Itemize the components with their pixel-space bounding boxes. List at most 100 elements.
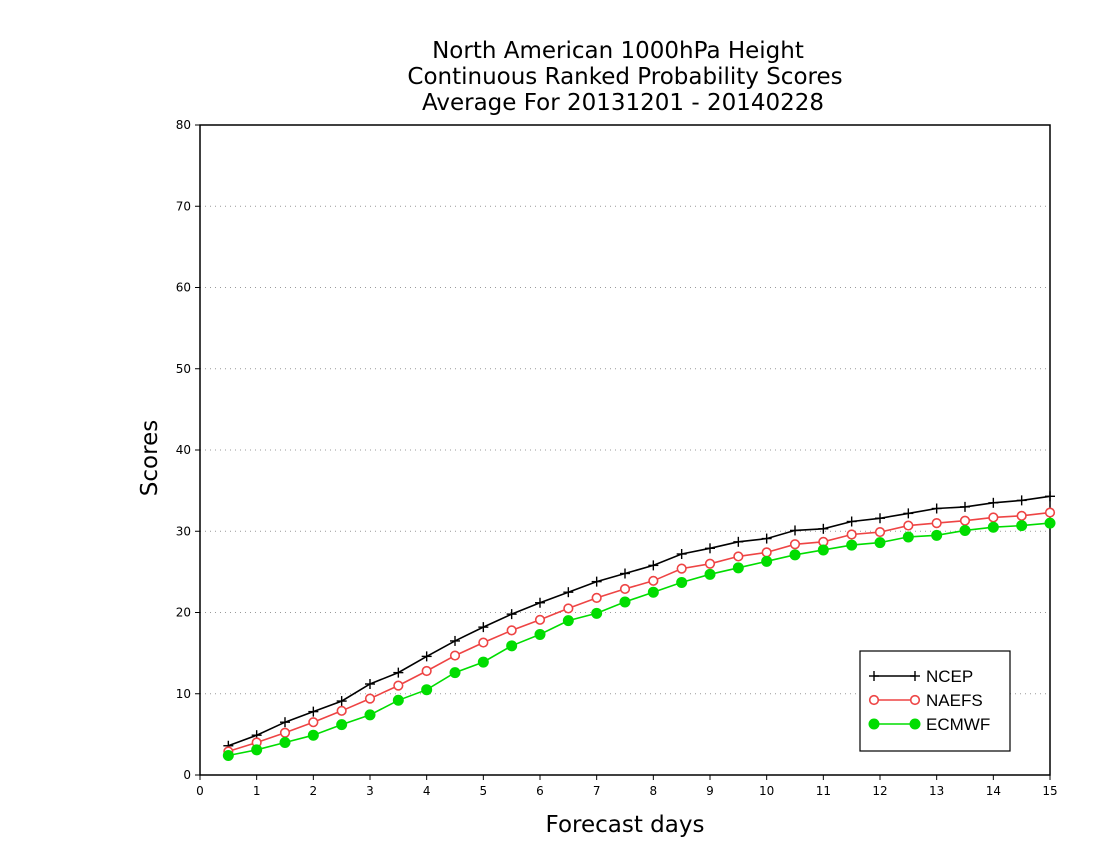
data-point-ecmwf	[506, 640, 518, 652]
legend-marker-ecmwf	[868, 718, 880, 730]
data-point-ecmwf	[251, 744, 263, 756]
y-axis-label: Scores	[137, 420, 163, 496]
legend-marker-naefs	[909, 694, 921, 706]
legend-label-ncep: NCEP	[926, 667, 973, 686]
x-tick-label: 11	[816, 784, 831, 798]
chart-title-line-3: Average For 20131201 - 20140228	[422, 90, 824, 116]
gridlines	[200, 205, 1050, 695]
data-point-ncep	[818, 523, 829, 534]
data-point-naefs	[449, 650, 461, 661]
data-point-ncep	[960, 501, 970, 512]
data-point-ncep	[676, 549, 687, 559]
data-point-ncep	[421, 651, 432, 662]
data-point-ecmwf	[676, 576, 688, 588]
x-tick-label: 12	[872, 784, 887, 798]
data-point-ncep	[620, 568, 630, 579]
data-point-ecmwf	[987, 521, 999, 533]
legend-label-ecmwf: ECMWF	[926, 715, 990, 734]
data-point-ecmwf	[931, 529, 943, 541]
data-point-ncep	[931, 503, 942, 514]
data-point-naefs	[1044, 507, 1056, 518]
x-axis-label: Forecast days	[546, 812, 705, 838]
data-point-ecmwf	[902, 531, 914, 543]
data-point-naefs	[733, 551, 744, 562]
legend-marker-ncep	[869, 671, 879, 681]
x-tick-label: 2	[310, 784, 318, 798]
data-point-ncep	[478, 622, 489, 633]
data-point-naefs	[789, 539, 801, 550]
legend-items: NCEP NAEFS ECMWF	[868, 667, 990, 734]
data-point-ecmwf	[336, 719, 348, 731]
legend-marker-naefs	[868, 694, 880, 706]
data-point-ncep	[761, 533, 772, 544]
data-point-ecmwf	[959, 524, 971, 536]
y-tick-label: 60	[176, 281, 191, 295]
data-point-naefs	[874, 526, 886, 538]
data-point-naefs	[393, 680, 404, 691]
data-point-naefs	[761, 547, 772, 558]
legend-marker-ecmwf	[909, 718, 921, 730]
legend-label-naefs: NAEFS	[926, 691, 983, 710]
data-point-ncep	[705, 543, 715, 554]
data-point-ecmwf	[477, 656, 489, 668]
data-point-ecmwf	[279, 737, 291, 748]
x-tick-label: 8	[650, 784, 658, 798]
data-point-ecmwf	[817, 544, 829, 556]
y-tick-label: 10	[176, 687, 191, 701]
data-point-ecmwf	[222, 750, 234, 761]
data-point-ecmwf	[392, 694, 404, 706]
y-tick-label: 30	[176, 524, 191, 538]
data-point-naefs	[478, 637, 489, 648]
data-point-ecmwf	[874, 537, 886, 549]
y-tick-label: 0	[183, 768, 191, 782]
chart-title-line-2: Continuous Ranked Probability Scores	[407, 64, 842, 90]
data-point-ecmwf	[761, 555, 773, 567]
data-point-naefs	[308, 717, 319, 728]
data-point-naefs	[421, 665, 432, 677]
data-point-ecmwf	[591, 607, 603, 619]
series-ecmwf	[222, 517, 1056, 761]
legend-item-ncep: NCEP	[869, 667, 973, 686]
data-point-naefs	[591, 592, 602, 603]
data-point-naefs	[704, 558, 716, 569]
chart-title-line-1: North American 1000hPa Height	[432, 38, 804, 64]
legend-marker-ncep	[910, 671, 920, 681]
data-point-ecmwf	[846, 539, 858, 551]
data-point-ncep	[1045, 491, 1055, 502]
y-tick-label: 70	[176, 199, 191, 213]
data-point-ecmwf	[449, 667, 461, 679]
data-point-ecmwf	[307, 729, 319, 741]
data-point-naefs	[988, 512, 999, 523]
data-point-ncep	[875, 513, 885, 524]
data-point-ncep	[308, 706, 319, 717]
data-point-ncep	[648, 560, 659, 571]
data-point-ncep	[535, 597, 545, 608]
y-tick-label: 20	[176, 606, 191, 620]
chart-title: North American 1000hPa Height Continuous…	[407, 38, 842, 116]
data-point-ncep	[988, 497, 999, 508]
data-point-naefs	[959, 515, 971, 526]
y-tick-label: 50	[176, 362, 191, 376]
data-point-naefs	[676, 563, 687, 574]
data-point-ncep	[365, 679, 375, 689]
y-tick-label: 80	[176, 118, 191, 132]
data-point-ecmwf	[421, 684, 433, 696]
data-point-ncep	[506, 609, 517, 620]
data-point-naefs	[1016, 510, 1027, 521]
legend-box	[859, 650, 1011, 752]
data-point-ncep	[1016, 495, 1027, 506]
data-point-ecmwf	[1044, 517, 1056, 529]
legend-item-ecmwf: ECMWF	[868, 715, 990, 734]
data-point-ncep	[733, 536, 744, 547]
x-tick-label: 0	[196, 784, 204, 798]
data-point-ncep	[846, 516, 857, 527]
data-point-naefs	[648, 575, 659, 586]
legend: NCEP NAEFS ECMWF	[859, 650, 1011, 752]
series-line-ncep	[228, 495, 1051, 747]
data-point-naefs	[336, 705, 347, 716]
data-point-ecmwf	[562, 615, 574, 627]
legend-item-naefs: NAEFS	[868, 691, 983, 710]
data-point-ecmwf	[789, 549, 801, 561]
